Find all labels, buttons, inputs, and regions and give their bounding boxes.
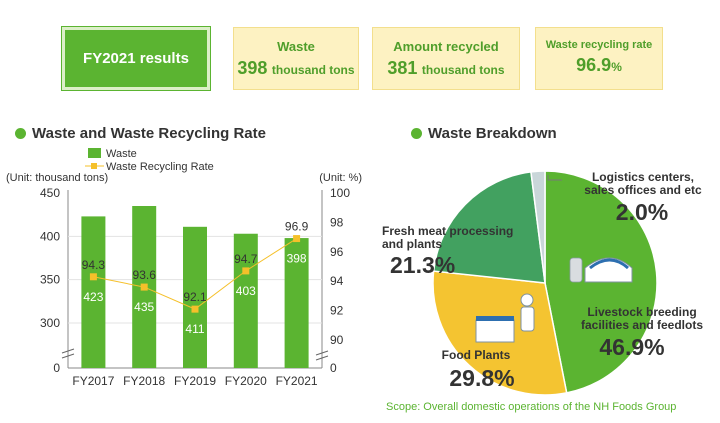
axis-break-mark bbox=[315, 350, 329, 361]
x-tick-label: FY2017 bbox=[72, 374, 114, 388]
x-tick-label: FY2021 bbox=[276, 374, 318, 388]
rate-summary-unit: % bbox=[611, 60, 622, 74]
rate-marker bbox=[293, 235, 301, 243]
right-tick-label: 90 bbox=[330, 333, 344, 347]
food-plants-pct: 29.8% bbox=[449, 365, 514, 391]
waste-bar bbox=[81, 216, 106, 368]
recycled-summary-number: 381 bbox=[387, 58, 418, 78]
left-tick-label: 300 bbox=[40, 316, 60, 330]
right-section-title: Waste Breakdown bbox=[411, 125, 557, 142]
right-tick-label: 92 bbox=[330, 304, 344, 318]
logistics-pct: 2.0% bbox=[616, 199, 668, 225]
factory-roof-icon bbox=[476, 316, 514, 321]
x-tick-label: FY2019 bbox=[174, 374, 216, 388]
legend-waste-swatch bbox=[88, 148, 101, 158]
rate-summary-value: 96.9% bbox=[536, 55, 662, 76]
fresh-meat-pct: 21.3% bbox=[390, 252, 455, 278]
x-tick-label: FY2020 bbox=[225, 374, 267, 388]
livestock-label: Livestock breeding bbox=[587, 305, 696, 319]
left-tick-label: 0 bbox=[53, 361, 60, 375]
livestock-pct: 46.9% bbox=[599, 334, 664, 360]
left-tick-label: 350 bbox=[40, 273, 60, 287]
logistics-label: Logistics centers, bbox=[592, 170, 694, 184]
fy2021-results-badge: FY2021 results bbox=[61, 26, 211, 91]
fresh-meat-label: Fresh meat processing bbox=[382, 224, 513, 238]
rate-marker bbox=[242, 267, 250, 275]
waste-summary-box: Waste 398 thousand tons bbox=[233, 27, 359, 90]
left-section-title: Waste and Waste Recycling Rate bbox=[15, 125, 266, 142]
waste-bar bbox=[284, 238, 309, 368]
silo-icon bbox=[569, 257, 583, 283]
factory-icon bbox=[475, 319, 515, 343]
recycled-summary-label: Amount recycled bbox=[393, 39, 499, 54]
logistics-leader-line bbox=[547, 175, 562, 181]
rate-data-label: 96.9 bbox=[285, 220, 309, 234]
waste-data-label: 435 bbox=[134, 300, 154, 314]
right-tick-label: 100 bbox=[330, 186, 350, 200]
waste-data-label: 398 bbox=[287, 252, 307, 266]
rate-data-label: 93.6 bbox=[133, 268, 157, 282]
left-tick-label: 400 bbox=[40, 229, 60, 243]
legend-waste-label: Waste bbox=[106, 148, 137, 160]
recycled-summary-unit: thousand tons bbox=[421, 63, 505, 77]
waste-summary-label: Waste bbox=[277, 39, 315, 54]
waste-combo-chart: 0 300 350 400 450 0 90 92 94 96 98 100 (Unit: thousa… bbox=[6, 148, 362, 388]
right-tick-label: 94 bbox=[330, 274, 344, 288]
axis-break-mark bbox=[61, 348, 75, 359]
rate-summary-label: Waste recycling rate bbox=[545, 39, 653, 51]
barn-roof-icon bbox=[589, 258, 629, 270]
left-section-title-text: Waste and Waste Recycling Rate bbox=[32, 125, 266, 142]
logistics-label: sales offices and etc bbox=[584, 183, 702, 197]
waste-data-label: 411 bbox=[185, 322, 204, 336]
rate-summary-box: Waste recycling rate 96.9% bbox=[535, 27, 663, 90]
waste-data-label: 423 bbox=[83, 290, 103, 304]
pie-slice-logistics bbox=[530, 170, 546, 284]
waste-summary-number: 398 bbox=[237, 58, 268, 78]
pie-slice-fresh-meat bbox=[432, 171, 546, 284]
waste-summary-value: 398 thousand tons bbox=[234, 58, 358, 79]
worker-body-icon bbox=[520, 306, 535, 332]
bullet-dot-icon bbox=[411, 128, 422, 139]
right-tick-label: 96 bbox=[330, 245, 344, 259]
recycled-summary-box: Amount recycled 381 thousand tons bbox=[372, 27, 520, 90]
right-axis-unit: (Unit: %) bbox=[319, 172, 362, 184]
rate-data-label: 92.1 bbox=[183, 290, 207, 304]
left-axis-unit: (Unit: thousand tons) bbox=[6, 172, 108, 184]
waste-bar bbox=[183, 226, 207, 368]
rate-marker bbox=[89, 273, 97, 281]
waste-summary-unit: thousand tons bbox=[271, 63, 355, 77]
rate-summary-number: 96.9 bbox=[576, 55, 612, 75]
right-tick-label: 98 bbox=[330, 215, 344, 229]
livestock-label: facilities and feedlots bbox=[581, 318, 703, 332]
bullet-dot-icon bbox=[15, 128, 26, 139]
food-plants-label: Food Plants bbox=[442, 348, 511, 362]
rate-marker bbox=[191, 305, 199, 313]
rate-marker bbox=[140, 283, 148, 291]
x-tick-label: FY2018 bbox=[123, 374, 165, 388]
left-tick-label: 450 bbox=[40, 186, 60, 200]
rate-data-label: 94.7 bbox=[234, 252, 258, 266]
scope-note: Scope: Overall domestic operations of th… bbox=[386, 401, 677, 413]
rate-data-label: 94.3 bbox=[82, 258, 106, 272]
worker-icon bbox=[520, 293, 534, 307]
legend-rate-label: Waste Recycling Rate bbox=[106, 161, 214, 173]
right-section-title-text: Waste Breakdown bbox=[428, 125, 557, 142]
right-tick-label: 0 bbox=[330, 361, 337, 375]
legend-rate-marker bbox=[91, 163, 97, 169]
waste-data-label: 403 bbox=[236, 284, 256, 298]
recycled-summary-value: 381 thousand tons bbox=[373, 58, 519, 79]
fresh-meat-label: and plants bbox=[382, 237, 442, 251]
waste-breakdown-pie: Logistics centers,sales offices and etc 2… bbox=[382, 170, 703, 396]
